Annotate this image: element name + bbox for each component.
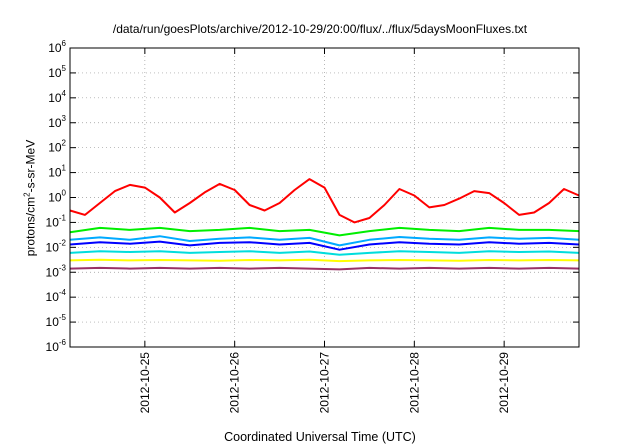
chart-title: /data/run/goesPlots/archive/2012-10-29/2… <box>112 22 528 36</box>
y-tick-exponent: -2 <box>59 238 67 247</box>
series-line-3 <box>69 235 580 247</box>
y-tick-label: 10-6 <box>46 338 67 354</box>
y-tick-label: 10-5 <box>46 313 67 329</box>
y-tick-base: 10 <box>46 215 60 229</box>
x-axis-label: Coordinated Universal Time (UTC) <box>224 430 416 444</box>
y-tick-label: 10-2 <box>46 238 67 254</box>
y-tick-base: 10 <box>48 166 62 180</box>
y-tick-base: 10 <box>46 265 60 279</box>
x-tick-label: 2012-10-28 <box>407 352 421 414</box>
series-line-6 <box>69 258 580 263</box>
y-tick-label: 10-1 <box>46 213 67 229</box>
x-tick-label: 2012-10-27 <box>318 352 332 414</box>
axis-ticks: 10-610-510-410-310-210-11001011021031041… <box>46 39 579 413</box>
y-tick-label: 104 <box>48 89 66 105</box>
y-tick-base: 10 <box>48 116 62 130</box>
y-tick-exponent: 6 <box>62 39 67 48</box>
y-tick-label: 100 <box>48 189 66 205</box>
x-tick-label: 2012-10-26 <box>228 352 242 414</box>
y-tick-label: 103 <box>48 114 66 130</box>
y-tick-label: 10-4 <box>46 288 67 304</box>
y-tick-label: 10-3 <box>46 263 67 279</box>
y-tick-exponent: 5 <box>62 64 67 73</box>
y-tick-label: 105 <box>48 64 66 80</box>
y-tick-exponent: -6 <box>59 338 67 347</box>
grid-lines <box>70 48 579 347</box>
y-tick-base: 10 <box>48 41 62 55</box>
y-tick-base: 10 <box>46 340 60 354</box>
y-tick-base: 10 <box>46 290 60 304</box>
y-tick-exponent: 0 <box>62 189 67 198</box>
y-tick-exponent: 3 <box>62 114 67 123</box>
y-tick-exponent: -5 <box>59 313 67 322</box>
x-tick-label: 2012-10-25 <box>138 352 152 414</box>
y-tick-base: 10 <box>48 191 62 205</box>
y-tick-base: 10 <box>48 66 62 80</box>
series-line-2 <box>69 226 580 237</box>
y-tick-label: 102 <box>48 139 66 155</box>
y-tick-exponent: 4 <box>62 89 67 98</box>
series-line-4 <box>69 240 580 251</box>
y-tick-base: 10 <box>48 91 62 105</box>
y-tick-exponent: -3 <box>59 263 67 272</box>
y-tick-exponent: -4 <box>59 288 67 297</box>
y-tick-exponent: -1 <box>59 213 67 222</box>
series-lines <box>69 178 580 271</box>
y-tick-exponent: 2 <box>62 139 67 148</box>
y-tick-label: 101 <box>48 164 66 180</box>
y-tick-base: 10 <box>46 240 60 254</box>
y-tick-base: 10 <box>46 315 60 329</box>
x-tick-label: 2012-10-29 <box>497 352 511 414</box>
series-line-5 <box>69 250 580 256</box>
series-line-1 <box>69 178 580 224</box>
series-line-7 <box>69 266 580 271</box>
y-tick-label: 106 <box>48 39 66 55</box>
y-tick-exponent: 1 <box>62 164 67 173</box>
y-tick-base: 10 <box>48 141 62 155</box>
